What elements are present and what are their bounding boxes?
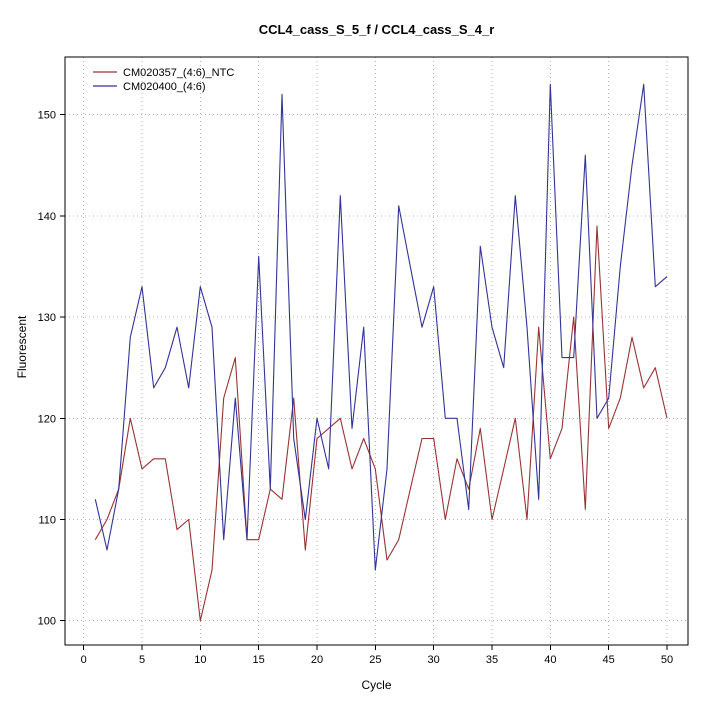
x-tick-label: 25 bbox=[369, 654, 381, 666]
legend-label: CM020400_(4:6) bbox=[123, 81, 206, 93]
x-tick-label: 40 bbox=[544, 654, 556, 666]
y-tick-label: 100 bbox=[38, 616, 56, 628]
x-tick-label: 35 bbox=[486, 654, 498, 666]
x-tick-label: 10 bbox=[194, 654, 206, 666]
axis-tick-labels: 0 5 10 15 20 25 30 35 40 45 50 100 110 120 130 140 150 bbox=[38, 110, 673, 666]
y-tick-label: 150 bbox=[38, 110, 56, 122]
x-tick-label: 15 bbox=[253, 654, 265, 666]
chart-title: CCL4_cass_S_5_f / CCL4_cass_S_4_r bbox=[258, 22, 495, 37]
plot-box bbox=[64, 56, 689, 646]
y-tick-label: 130 bbox=[38, 312, 56, 324]
axis-ticks bbox=[60, 114, 668, 650]
legend-label: CM020357_(4:6)_NTC bbox=[123, 67, 234, 79]
series-line-1 bbox=[94, 83, 668, 571]
x-axis-label: Cycle bbox=[361, 678, 392, 692]
y-tick-label: 140 bbox=[38, 211, 56, 223]
x-tick-label: 45 bbox=[603, 654, 615, 666]
x-tick-label: 0 bbox=[81, 654, 87, 666]
x-tick-label: 20 bbox=[311, 654, 323, 666]
x-tick-label: 30 bbox=[428, 654, 440, 666]
x-tick-label: 5 bbox=[139, 654, 145, 666]
y-axis-label: Fluorescent bbox=[15, 315, 29, 379]
y-tick-label: 120 bbox=[38, 413, 56, 425]
x-tick-label: 50 bbox=[661, 654, 673, 666]
legend: CM020357_(4:6)_NTC CM020400_(4:6) bbox=[93, 67, 234, 93]
y-tick-label: 110 bbox=[38, 515, 56, 527]
series-line-0 bbox=[94, 225, 668, 622]
